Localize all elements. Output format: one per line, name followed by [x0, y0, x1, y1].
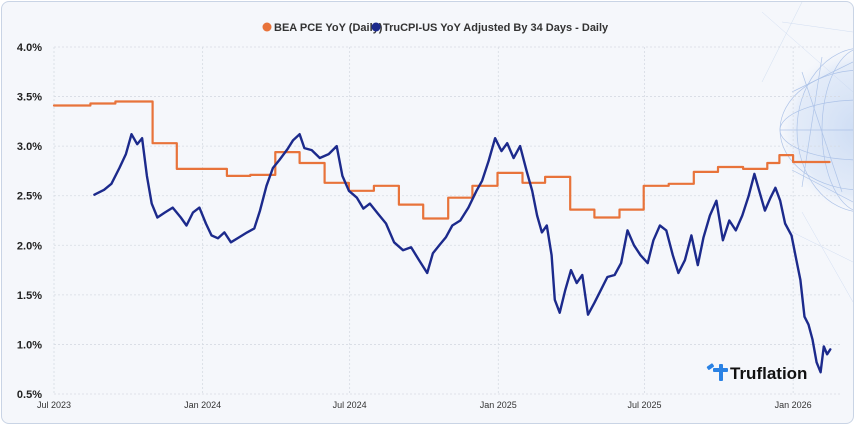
legend-item-pce[interactable]: BEA PCE YoY (Daily): [262, 22, 383, 34]
truflation-logo-text: Truflation: [730, 364, 807, 383]
x-axis-ticks: Jul 2023 Jan 2024 Jul 2024 Jan 2025 Jul 2025…: [37, 400, 812, 410]
y-tick-label: 0.5%: [17, 389, 42, 401]
series-line-trucpi: [93, 133, 832, 374]
legend: BEA PCE YoY (Daily) TruCPI-US YoY Adjust…: [262, 22, 610, 34]
legend-item-trucpi[interactable]: TruCPI-US YoY Adjusted By 34 Days - Dail…: [371, 22, 610, 34]
y-tick-label: 2.0%: [17, 240, 42, 252]
series-layer: [52, 100, 832, 374]
y-tick-label: 1.0%: [17, 339, 42, 351]
x-tick-label: Jul 2025: [627, 400, 661, 410]
gridlines: [53, 46, 840, 395]
y-tick-label: 4.0%: [17, 42, 42, 54]
y-tick-label: 2.5%: [17, 191, 42, 203]
x-tick-label: Jan 2026: [775, 400, 812, 410]
legend-label-trucpi: TruCPI-US YoY Adjusted By 34 Days - Dail…: [383, 22, 609, 34]
legend-label-pce: BEA PCE YoY (Daily): [274, 22, 383, 34]
y-tick-label: 1.5%: [17, 290, 42, 302]
x-tick-label: Jul 2024: [333, 400, 367, 410]
globe-decoration: [761, 2, 853, 303]
legend-marker-pce: [262, 22, 272, 32]
x-tick-label: Jul 2023: [37, 400, 71, 410]
y-axis-ticks: 4.0% 3.5% 3.0% 2.5% 2.0% 1.5% 1.0% 0.5%: [17, 42, 42, 401]
series-line-pce: [52, 100, 831, 220]
x-tick-label: Jan 2025: [480, 400, 517, 410]
legend-marker-trucpi: [371, 22, 381, 32]
x-tick-label: Jan 2024: [184, 400, 221, 410]
truflation-logo-icon: [706, 363, 728, 381]
y-tick-label: 3.0%: [17, 141, 42, 153]
truflation-logo: Truflation: [706, 363, 807, 383]
y-tick-label: 3.5%: [17, 92, 42, 104]
